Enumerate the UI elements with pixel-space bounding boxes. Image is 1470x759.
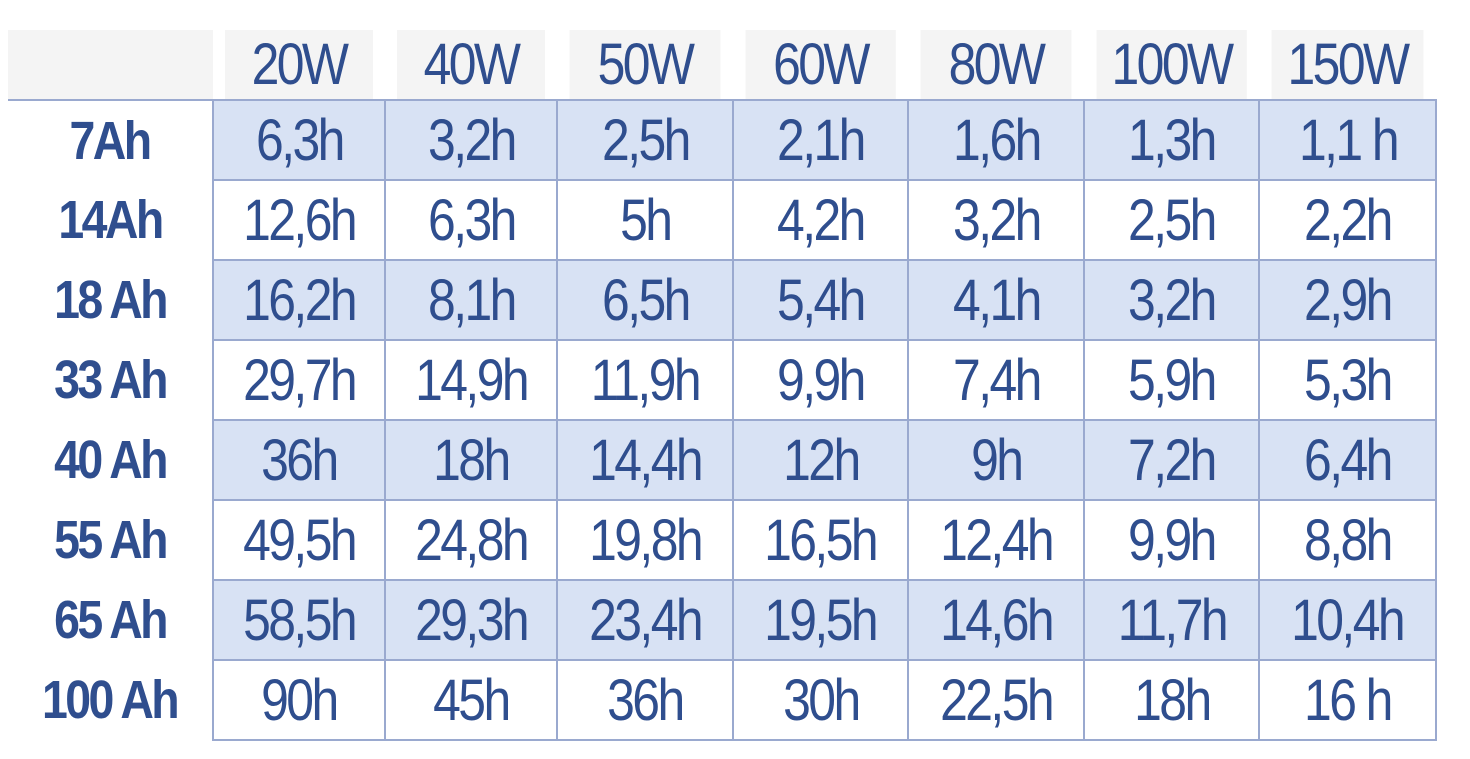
runtime-cell: 14,9h xyxy=(384,339,558,421)
runtime-cell: 2,9h xyxy=(1258,259,1437,341)
runtime-cell: 8,8h xyxy=(1258,499,1437,581)
runtime-cell: 58,5h xyxy=(212,579,386,661)
runtime-cell: 24,8h xyxy=(384,499,558,581)
runtime-cell: 1,3h xyxy=(1083,99,1260,181)
runtime-cell: 4,2h xyxy=(732,179,909,261)
runtime-cell: 29,3h xyxy=(384,579,558,661)
table-row: 100 Ah 90h 45h 36h 30h 22,5h 18h 16 h xyxy=(8,659,1437,741)
runtime-cell: 36h xyxy=(212,419,386,501)
row-label: 14Ah xyxy=(8,180,213,260)
runtime-cell: 6,3h xyxy=(384,179,558,261)
runtime-cell: 23,4h xyxy=(556,579,734,661)
table-row: 18 Ah 16,2h 8,1h 6,5h 5,4h 4,1h 3,2h 2,9… xyxy=(8,259,1437,341)
runtime-cell: 11,9h xyxy=(556,339,734,421)
runtime-cell: 5,4h xyxy=(732,259,909,341)
runtime-cell: 16,2h xyxy=(212,259,386,341)
runtime-cell: 3,2h xyxy=(907,179,1085,261)
runtime-cell: 14,4h xyxy=(556,419,734,501)
runtime-cell: 2,2h xyxy=(1258,179,1437,261)
runtime-cell: 18h xyxy=(1083,659,1260,741)
column-header: 60W xyxy=(745,30,896,101)
row-label: 65 Ah xyxy=(8,580,213,660)
runtime-cell: 9,9h xyxy=(1083,499,1260,581)
runtime-cell: 5,3h xyxy=(1258,339,1437,421)
runtime-cell: 6,4h xyxy=(1258,419,1437,501)
column-header: 20W xyxy=(225,30,373,101)
runtime-cell: 2,5h xyxy=(556,99,734,181)
row-label: 40 Ah xyxy=(8,420,213,500)
runtime-cell: 29,7h xyxy=(212,339,386,421)
column-header: 50W xyxy=(569,30,721,101)
runtime-cell: 12,6h xyxy=(212,179,386,261)
runtime-cell: 19,5h xyxy=(732,579,909,661)
runtime-cell: 11,7h xyxy=(1083,579,1260,661)
runtime-cell: 7,4h xyxy=(907,339,1085,421)
runtime-cell: 22,5h xyxy=(907,659,1085,741)
runtime-cell: 16 h xyxy=(1258,659,1437,741)
runtime-cell: 9h xyxy=(907,419,1085,501)
runtime-cell: 7,2h xyxy=(1083,419,1260,501)
runtime-cell: 1,6h xyxy=(907,99,1085,181)
runtime-cell: 9,9h xyxy=(732,339,909,421)
runtime-cell: 14,6h xyxy=(907,579,1085,661)
table-row: 14Ah 12,6h 6,3h 5h 4,2h 3,2h 2,5h 2,2h xyxy=(8,179,1437,261)
runtime-cell: 3,2h xyxy=(384,99,558,181)
runtime-cell: 2,5h xyxy=(1083,179,1260,261)
runtime-cell: 49,5h xyxy=(212,499,386,581)
header-corner xyxy=(8,30,213,101)
runtime-cell: 5h xyxy=(556,179,734,261)
row-label: 18 Ah xyxy=(8,260,213,340)
battery-runtime-table: 20W 40W 50W 60W 80W 100W 150W 7Ah 6,3h 3… xyxy=(8,30,1437,741)
runtime-cell: 6,5h xyxy=(556,259,734,341)
runtime-cell: 4,1h xyxy=(907,259,1085,341)
column-header: 100W xyxy=(1096,30,1247,101)
runtime-cell: 16,5h xyxy=(732,499,909,581)
runtime-cell: 6,3h xyxy=(212,99,386,181)
column-header: 40W xyxy=(397,30,545,101)
row-label: 33 Ah xyxy=(8,340,213,420)
runtime-cell: 1,1 h xyxy=(1258,99,1437,181)
table-row: 55 Ah 49,5h 24,8h 19,8h 16,5h 12,4h 9,9h… xyxy=(8,499,1437,581)
runtime-cell: 10,4h xyxy=(1258,579,1437,661)
row-label: 100 Ah xyxy=(8,660,213,740)
column-header: 150W xyxy=(1271,30,1424,101)
table-row: 40 Ah 36h 18h 14,4h 12h 9h 7,2h 6,4h xyxy=(8,419,1437,501)
runtime-cell: 8,1h xyxy=(384,259,558,341)
runtime-cell: 12h xyxy=(732,419,909,501)
column-header: 80W xyxy=(920,30,1072,101)
runtime-cell: 18h xyxy=(384,419,558,501)
row-label: 7Ah xyxy=(8,100,213,180)
runtime-cell: 5,9h xyxy=(1083,339,1260,421)
runtime-cell: 90h xyxy=(212,659,386,741)
row-label: 55 Ah xyxy=(8,500,213,580)
table-row: 33 Ah 29,7h 14,9h 11,9h 9,9h 7,4h 5,9h 5… xyxy=(8,339,1437,421)
runtime-cell: 12,4h xyxy=(907,499,1085,581)
runtime-cell: 19,8h xyxy=(556,499,734,581)
runtime-cell: 36h xyxy=(556,659,734,741)
runtime-cell: 30h xyxy=(732,659,909,741)
table-row: 65 Ah 58,5h 29,3h 23,4h 19,5h 14,6h 11,7… xyxy=(8,579,1437,661)
runtime-cell: 45h xyxy=(384,659,558,741)
table-row: 7Ah 6,3h 3,2h 2,5h 2,1h 1,6h 1,3h 1,1 h xyxy=(8,99,1437,181)
runtime-cell: 3,2h xyxy=(1083,259,1260,341)
header-row: 20W 40W 50W 60W 80W 100W 150W xyxy=(8,30,1436,101)
runtime-cell: 2,1h xyxy=(732,99,909,181)
